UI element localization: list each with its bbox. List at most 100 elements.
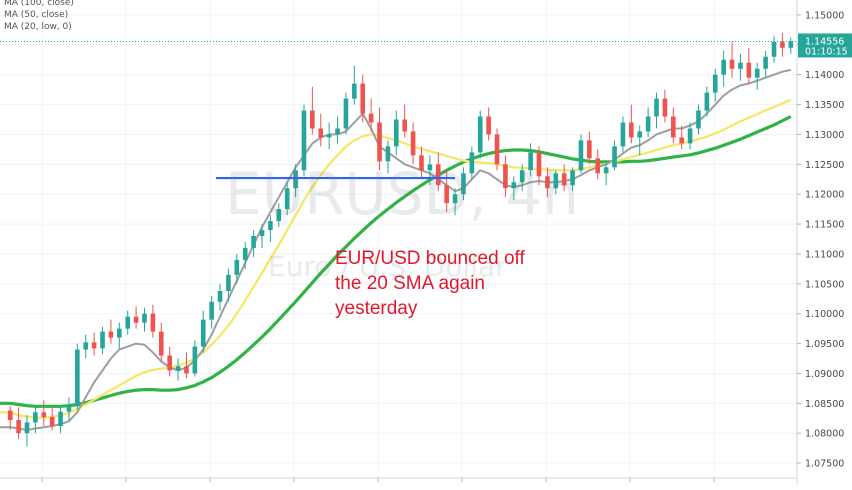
candle-body	[318, 128, 324, 138]
candle-body	[645, 116, 651, 132]
legend-ma100[interactable]: MA (100, close)	[4, 0, 74, 8]
candle-body	[108, 331, 114, 338]
candle-body	[91, 342, 97, 349]
candle-body	[746, 62, 752, 78]
candle-body	[184, 366, 189, 374]
chart-annotation: EUR/USD bounced off the 20 SMA again yes…	[335, 246, 525, 321]
y-tick-label: 1.13000	[805, 130, 844, 141]
candle-body	[58, 411, 63, 427]
y-tick-label: 1.09500	[805, 339, 844, 350]
candle-body	[662, 98, 668, 117]
candle-body	[721, 59, 726, 75]
candle-body	[75, 349, 80, 407]
candle-body	[620, 122, 626, 147]
symbol-watermark: EURUSD, 4h	[225, 160, 579, 228]
candle-body	[545, 176, 550, 189]
candle-body	[310, 110, 315, 129]
candle-body	[352, 83, 357, 99]
candle-body	[41, 412, 47, 418]
candle-body	[670, 116, 676, 138]
annotation-line-3: yesterday	[335, 298, 418, 319]
candle-body	[511, 182, 517, 189]
y-tick-label: 1.11500	[805, 220, 844, 231]
candle-body	[377, 122, 382, 162]
candle-body	[100, 331, 105, 349]
y-tick-label: 1.08500	[805, 399, 844, 410]
candle-body	[242, 247, 248, 260]
candle-body	[117, 328, 122, 338]
candle-body	[393, 119, 399, 147]
candle-body	[284, 188, 290, 210]
candle-body	[158, 331, 164, 356]
candle-body	[385, 146, 391, 162]
candle-body	[754, 68, 760, 78]
candle-body	[419, 155, 424, 171]
candle-body	[780, 41, 785, 48]
candle-body	[763, 56, 768, 69]
candle-body	[452, 194, 458, 204]
indicator-legend: MA (100, close) MA (50, close) MA (20, l…	[4, 0, 74, 33]
candle-body	[268, 221, 273, 231]
candle-body	[410, 131, 416, 156]
y-tick-label: 1.09000	[805, 369, 844, 380]
candle-body	[368, 113, 374, 123]
candle-body	[66, 406, 72, 412]
candle-body	[687, 128, 693, 144]
candle-body	[729, 59, 735, 69]
candle-body	[771, 41, 777, 57]
candle-body	[343, 98, 349, 129]
axis-background	[797, 0, 852, 485]
candles	[7, 32, 794, 447]
ma100-line	[0, 115, 792, 408]
candle-body	[301, 110, 307, 171]
candle-body	[536, 152, 542, 177]
candle-body	[435, 164, 441, 186]
candle-body	[234, 259, 240, 275]
candle-body	[226, 274, 231, 291]
y-tick-label: 1.12500	[805, 160, 844, 171]
candle-body	[654, 98, 659, 117]
legend-ma20[interactable]: MA (20, low, 0)	[4, 22, 72, 32]
candle-body	[293, 170, 298, 189]
last-price-label: 1.14556	[805, 36, 844, 47]
candle-body	[125, 316, 131, 329]
candle-body	[712, 74, 718, 93]
y-tick-label: 1.14000	[805, 70, 844, 81]
candle-body	[477, 116, 483, 153]
y-tick-label: 1.10500	[805, 279, 844, 290]
candle-body	[629, 122, 634, 138]
candle-body	[570, 170, 575, 186]
candle-body	[251, 236, 256, 248]
candle-body	[503, 164, 508, 189]
annotation-line-2: the 20 SMA again	[335, 273, 485, 294]
candle-body	[83, 342, 89, 350]
candle-body	[402, 119, 408, 132]
candle-body	[142, 313, 147, 323]
candle-body	[133, 316, 139, 323]
candle-body	[209, 301, 214, 320]
candle-body	[679, 137, 684, 144]
candle-body	[587, 140, 592, 159]
candle-body	[595, 158, 601, 174]
candle-body	[637, 131, 643, 138]
candle-body	[335, 128, 340, 135]
ma20-line	[0, 68, 792, 432]
annotation-line-1: EUR/USD bounced off	[335, 248, 525, 269]
candle-body	[192, 346, 198, 374]
legend-ma50[interactable]: MA (50, close)	[4, 10, 69, 20]
candle-body	[150, 313, 156, 332]
candle-body	[561, 173, 567, 186]
candle-body	[175, 366, 181, 371]
y-tick-label: 1.10000	[805, 309, 844, 320]
candle-body	[427, 164, 433, 171]
candle-body	[259, 230, 265, 237]
candle-body	[612, 146, 617, 168]
bar-countdown-label: 01:10:15	[805, 46, 848, 57]
y-tick-label: 1.15000	[805, 10, 844, 21]
candle-body	[486, 116, 491, 135]
y-tick-label: 1.11000	[805, 249, 844, 260]
last-price-label-bg	[798, 33, 852, 58]
candle-body	[33, 412, 38, 423]
